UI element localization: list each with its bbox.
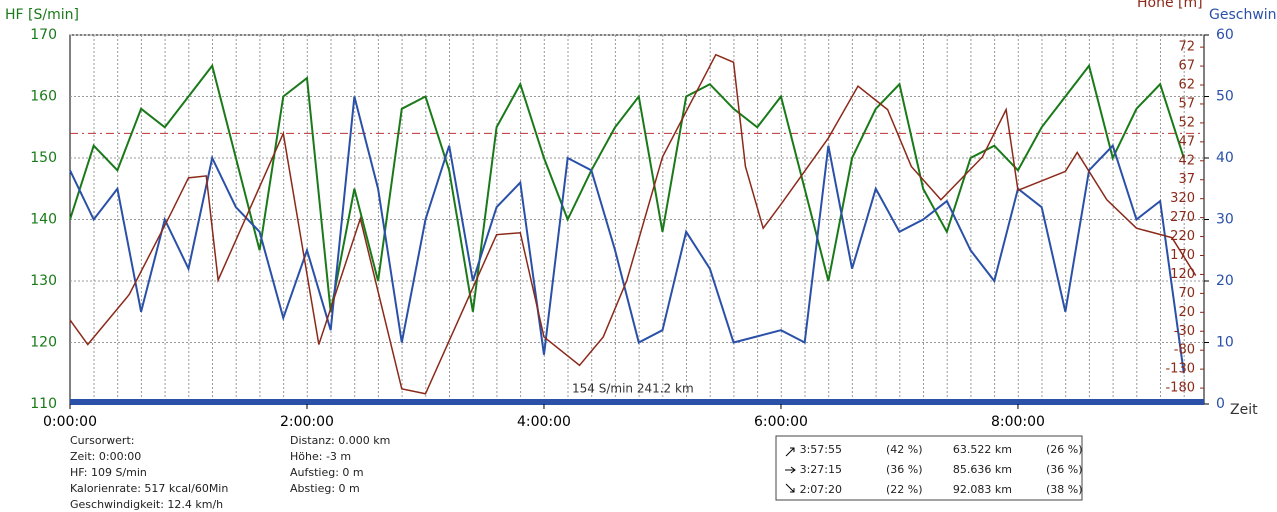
y3-tick-label: 270	[1170, 210, 1195, 225]
arrows	[785, 447, 796, 493]
x-tick-label: 8:00:00	[991, 414, 1045, 430]
x-tick-label: 6:00:00	[754, 414, 808, 430]
data-line	[69, 96, 1185, 374]
info-text: Höhe: -3 m	[290, 450, 351, 463]
summary-cell: (42 %)	[886, 443, 923, 456]
y-tick-label: 140	[30, 212, 57, 228]
annotation: 154 S/min 241.2 km	[572, 382, 694, 396]
info-text: Abstieg: 0 m	[290, 482, 360, 495]
y-tick-label: 150	[30, 150, 57, 166]
summary-cell: (22 %)	[886, 483, 923, 496]
y2-axis-title: Geschwin	[1209, 7, 1277, 23]
summary-cell: 2:07:20	[800, 483, 842, 496]
y-tick-label: 170	[30, 27, 57, 43]
summary-cell: (38 %)	[1046, 483, 1083, 496]
info-text: Geschwindigkeit: 12.4 km/h	[70, 498, 223, 511]
x-tick-label: 4:00:00	[517, 414, 571, 430]
y2-tick-label: 40	[1216, 150, 1234, 166]
y3-axis-title: Höhe [m]	[1137, 0, 1203, 11]
summary-cell: 3:57:55	[800, 443, 842, 456]
y-axis-title: HF [S/min]	[5, 7, 79, 23]
y3-tick-label: 42	[1178, 153, 1195, 168]
y3-tick-label: -30	[1174, 324, 1195, 339]
y3-tick-label: 37	[1178, 172, 1195, 187]
info-text: HF: 109 S/min	[70, 466, 147, 479]
plot-area	[69, 34, 1205, 405]
y3-tick-label: 62	[1178, 78, 1195, 93]
x-axis-title: Zeit	[1230, 402, 1258, 418]
summary-box	[775, 435, 1083, 501]
y3-tick-label: -180	[1165, 381, 1195, 396]
y2-tick-label: 60	[1216, 27, 1234, 43]
y3-tick-label: 320	[1170, 191, 1195, 206]
axis-bar	[70, 399, 1204, 405]
y3-tick-label: 220	[1170, 229, 1195, 244]
summary-cell: (36 %)	[1046, 463, 1083, 476]
info-text: Distanz: 0.000 km	[290, 434, 390, 447]
y3-tick-label: 120	[1170, 267, 1195, 282]
summary-cell: (26 %)	[1046, 443, 1083, 456]
y3-tick-label: 170	[1170, 248, 1195, 263]
info-text: Aufstieg: 0 m	[290, 466, 364, 479]
x-tick-label: 0:00:00	[43, 414, 97, 430]
y3-tick-label: 70	[1178, 286, 1195, 301]
y2-tick-label: 10	[1216, 335, 1234, 351]
summary-cell: 85.636 km	[953, 463, 1012, 476]
y3-tick-label: 47	[1178, 134, 1195, 149]
y2-tick-label: 30	[1216, 212, 1234, 228]
y3-tick-label: 57	[1178, 96, 1195, 111]
series-group	[69, 53, 1204, 395]
info-text: Kalorienrate: 517 kcal/60Min	[70, 482, 228, 495]
summary-cell: 63.522 km	[953, 443, 1012, 456]
x-tick-label: 2:00:00	[280, 414, 334, 430]
y2-tick-label: 50	[1216, 89, 1234, 105]
y3-tick-label: -80	[1174, 343, 1195, 358]
data-line	[69, 53, 1197, 395]
y-tick-label: 110	[30, 396, 57, 412]
summary-cell: 92.083 km	[953, 483, 1012, 496]
summary-cell: 3:27:15	[800, 463, 842, 476]
y-tick-label: 160	[30, 89, 57, 105]
y3-tick-label: 20	[1178, 305, 1195, 320]
y-tick-label: 120	[30, 335, 57, 351]
y3-tick-label: 52	[1178, 115, 1195, 130]
y2-tick-label: 0	[1216, 396, 1225, 412]
data-line	[69, 63, 1185, 312]
y3-tick-label: 72	[1178, 40, 1195, 55]
info-text: Zeit: 0:00:00	[70, 450, 141, 463]
y3-tick-label: -130	[1165, 362, 1195, 377]
y-tick-label: 130	[30, 273, 57, 289]
summary-cell: (36 %)	[886, 463, 923, 476]
y2-tick-label: 20	[1216, 273, 1234, 289]
y3-tick-label: 67	[1178, 59, 1195, 74]
info-text: Cursorwert:	[70, 434, 134, 447]
